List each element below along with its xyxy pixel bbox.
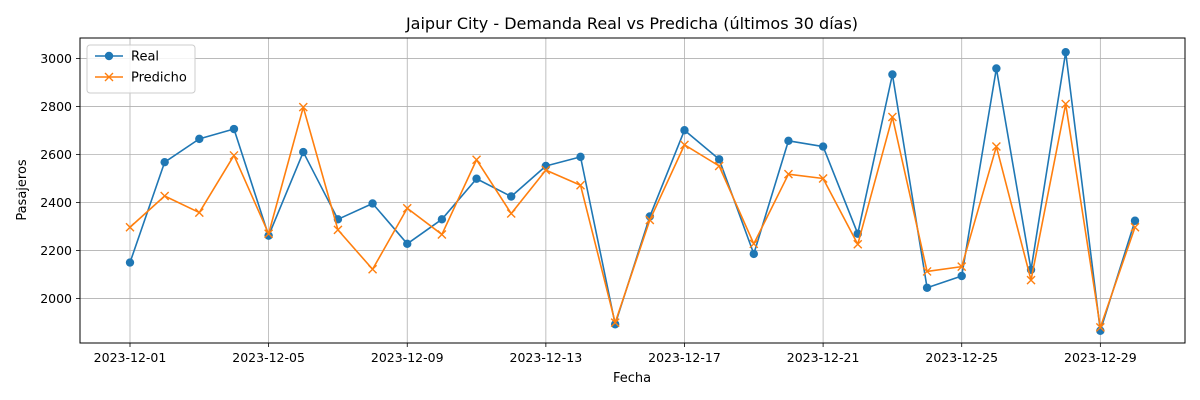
y-tick-label: 2800 — [40, 99, 72, 114]
data-point — [922, 266, 932, 276]
data-point — [957, 271, 966, 281]
legend-item: Predicho — [95, 71, 187, 86]
data-point — [992, 64, 1001, 73]
y-axis-label: Pasajeros — [15, 159, 30, 221]
x-tick-label: 2023-12-21 — [787, 350, 860, 365]
data-point — [541, 165, 551, 175]
data-point — [437, 215, 447, 224]
data-point — [957, 262, 967, 272]
data-point — [610, 318, 620, 328]
data-point — [714, 155, 724, 164]
data-point — [160, 157, 169, 167]
y-tick-label: 2200 — [40, 243, 72, 258]
data-point — [437, 229, 447, 239]
data-point — [679, 140, 689, 150]
data-point — [298, 102, 308, 112]
series-layer — [125, 47, 1140, 335]
data-point — [853, 239, 863, 249]
x-tick-label: 2023-12-05 — [232, 350, 305, 365]
series-line — [129, 103, 1136, 329]
data-point — [125, 258, 135, 267]
x-tick-label: 2023-12-17 — [648, 350, 721, 365]
data-point — [194, 208, 204, 218]
data-point — [506, 209, 516, 219]
data-point — [368, 199, 377, 208]
data-point — [1061, 99, 1071, 109]
legend-label: Predicho — [131, 71, 187, 86]
y-tick-label: 2000 — [40, 291, 72, 306]
chart-title: Jaipur City - Demanda Real vs Predicha (… — [405, 14, 858, 33]
legend-box — [86, 44, 196, 94]
data-point — [610, 320, 620, 329]
data-point — [749, 249, 758, 259]
data-point — [783, 169, 793, 179]
data-point — [749, 239, 759, 249]
data-point — [714, 161, 724, 171]
x-ticks: 2023-12-01 2023-12-05 2023-12-09 2023-12-13… — [94, 343, 1137, 365]
data-point — [1130, 222, 1140, 232]
data-point — [403, 239, 412, 249]
data-point — [264, 231, 273, 240]
legend-marker — [104, 72, 114, 82]
data-point — [160, 191, 170, 201]
data-point — [645, 215, 655, 225]
plot-frame — [79, 37, 1186, 344]
data-point — [784, 136, 793, 145]
x-tick-label: 2023-12-01 — [94, 350, 167, 365]
data-point — [264, 229, 274, 239]
y-ticks: 2000 2200 2400 2600 2800 3000 — [40, 51, 80, 306]
data-point — [887, 112, 897, 122]
data-point — [195, 134, 204, 144]
data-point — [507, 192, 516, 201]
legend-item: Real — [95, 50, 159, 65]
legend-marker — [104, 51, 114, 61]
legend: Real Predicho — [86, 44, 196, 94]
data-point — [229, 150, 239, 160]
data-point — [576, 152, 585, 162]
data-point — [299, 147, 308, 157]
data-point — [402, 203, 412, 213]
y-tick-label: 2600 — [40, 147, 72, 162]
grid — [80, 38, 1185, 343]
data-point — [576, 180, 586, 190]
data-point — [472, 155, 482, 165]
data-point — [472, 174, 481, 183]
data-point — [888, 70, 897, 79]
legend-label: Real — [131, 50, 159, 65]
data-point — [1130, 216, 1140, 225]
data-point — [818, 142, 828, 151]
data-point — [125, 222, 135, 232]
data-point — [991, 142, 1001, 152]
data-point — [1095, 322, 1105, 332]
x-tick-label: 2023-12-13 — [510, 350, 583, 365]
data-point — [818, 173, 828, 183]
y-tick-label: 3000 — [40, 51, 72, 66]
data-point — [541, 161, 551, 171]
data-point — [333, 225, 343, 235]
data-point — [1026, 275, 1036, 285]
data-point — [229, 124, 239, 134]
data-point — [1061, 47, 1070, 57]
series-predicho — [125, 99, 1140, 332]
data-point — [680, 126, 689, 135]
data-point — [368, 264, 378, 274]
x-axis-label: Fecha — [613, 371, 651, 386]
x-tick-label: 2023-12-25 — [925, 350, 998, 365]
data-point — [922, 283, 932, 292]
x-tick-label: 2023-12-09 — [371, 350, 444, 365]
y-tick-label: 2400 — [40, 195, 72, 210]
x-tick-label: 2023-12-29 — [1064, 350, 1137, 365]
